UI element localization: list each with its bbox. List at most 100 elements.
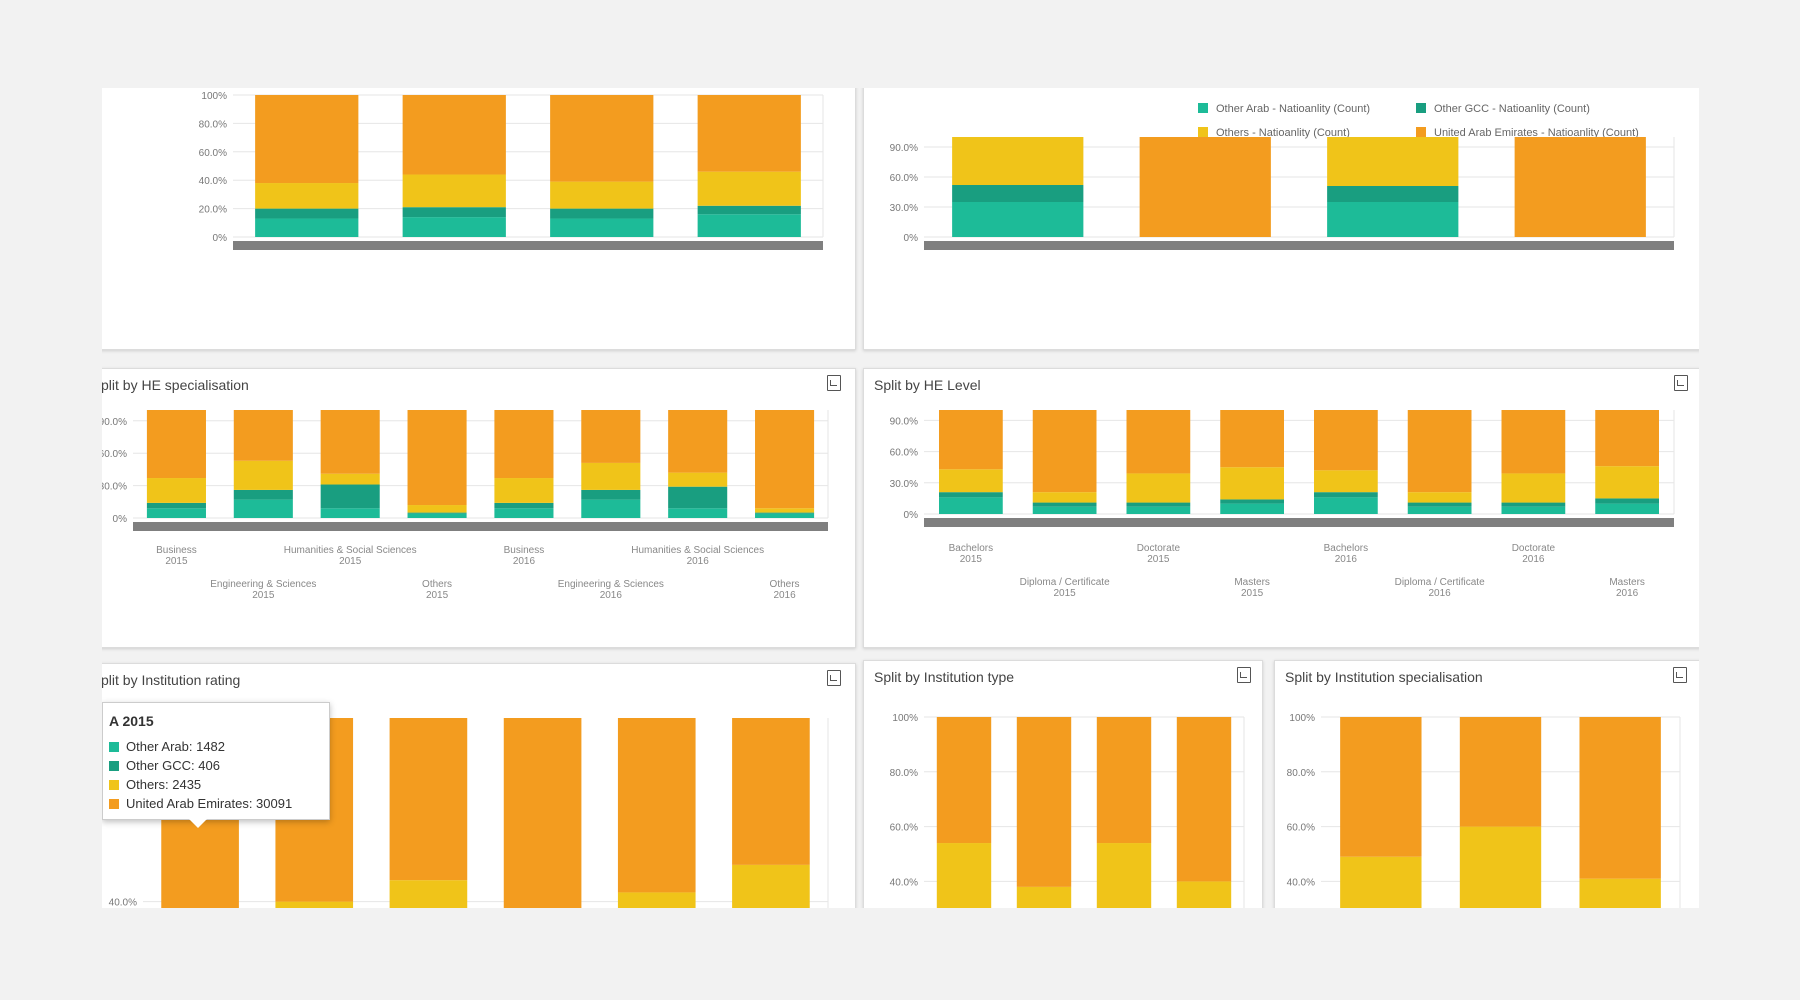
export-icon[interactable] (1673, 667, 1687, 683)
bar-segment[interactable] (1126, 502, 1191, 507)
bar-segment[interactable] (146, 410, 206, 479)
bar-segment[interactable] (1139, 137, 1271, 237)
bar-segment[interactable] (1407, 502, 1472, 507)
bar-segment[interactable] (1595, 498, 1659, 504)
bar-segment[interactable] (320, 473, 380, 485)
bar-segment[interactable] (1327, 186, 1459, 202)
bar-segment[interactable] (1340, 717, 1422, 857)
bar-segment[interactable] (320, 508, 380, 518)
bar-segment[interactable] (1032, 506, 1097, 514)
bar-segment[interactable] (617, 892, 696, 908)
bar-segment[interactable] (1340, 856, 1422, 908)
bar-segment[interactable] (320, 484, 380, 509)
bar-segment[interactable] (755, 513, 815, 518)
bar-segment[interactable] (550, 208, 654, 219)
bar-segment[interactable] (668, 508, 728, 518)
bar-segment[interactable] (320, 410, 380, 474)
bar-segment[interactable] (732, 864, 810, 908)
bar-segment[interactable] (146, 478, 206, 503)
bar-segment[interactable] (1314, 470, 1378, 493)
bar-segment[interactable] (389, 718, 468, 881)
bar-segment[interactable] (1126, 410, 1191, 474)
bar-segment[interactable] (668, 486, 728, 509)
bar-segment[interactable] (1514, 137, 1646, 237)
bar-segment[interactable] (1220, 467, 1284, 500)
bar-segment[interactable] (402, 207, 506, 218)
bar-segment[interactable] (936, 717, 992, 844)
bar-segment[interactable] (146, 502, 206, 509)
bar-segment[interactable] (402, 217, 506, 237)
bar-segment[interactable] (1126, 473, 1191, 503)
bar-segment[interactable] (732, 718, 810, 865)
bar-segment[interactable] (550, 95, 654, 182)
bar-segment[interactable] (755, 512, 815, 514)
bar-segment[interactable] (939, 497, 1003, 514)
bar-segment[interactable] (1314, 497, 1378, 514)
export-icon[interactable] (1237, 667, 1251, 683)
bar-segment[interactable] (1501, 506, 1566, 514)
bar-segment[interactable] (494, 478, 554, 503)
bar-segment[interactable] (494, 502, 554, 509)
bar-segment[interactable] (697, 214, 801, 237)
bar-segment[interactable] (1220, 410, 1284, 468)
bar-segment[interactable] (952, 137, 1084, 185)
bar-segment[interactable] (1096, 717, 1152, 844)
legend-item-others[interactable]: Others - Natioanlity (Count) (1198, 127, 1350, 139)
bar-segment[interactable] (402, 95, 506, 175)
bar-segment[interactable] (668, 410, 728, 473)
bar-segment[interactable] (1314, 492, 1378, 498)
bar-segment[interactable] (1407, 410, 1472, 493)
bar-segment[interactable] (1176, 717, 1232, 882)
bar-segment[interactable] (255, 218, 359, 237)
bar-segment[interactable] (1032, 502, 1097, 507)
bar-segment[interactable] (1407, 492, 1472, 503)
bar-segment[interactable] (503, 718, 582, 908)
bar-segment[interactable] (1016, 886, 1072, 908)
bar-segment[interactable] (1032, 410, 1097, 493)
bar-segment[interactable] (1595, 503, 1659, 514)
bar-segment[interactable] (233, 460, 293, 490)
bar-segment[interactable] (697, 171, 801, 206)
bar-segment[interactable] (407, 410, 467, 506)
bar-segment[interactable] (1501, 502, 1566, 507)
chart-scrollbar[interactable] (924, 241, 1674, 250)
bar-segment[interactable] (1096, 843, 1152, 908)
bar-segment[interactable] (581, 410, 641, 463)
bar-segment[interactable] (581, 489, 641, 500)
bar-segment[interactable] (697, 95, 801, 172)
bar-segment[interactable] (1032, 492, 1097, 503)
bar-segment[interactable] (1501, 410, 1566, 474)
bar-segment[interactable] (581, 462, 641, 490)
bar-segment[interactable] (1327, 137, 1459, 186)
bar-segment[interactable] (407, 513, 467, 518)
bar-segment[interactable] (1016, 717, 1072, 887)
bar-segment[interactable] (755, 508, 815, 513)
bar-segment[interactable] (402, 174, 506, 208)
legend-item-other-gcc[interactable]: Other GCC - Natioanlity (Count) (1416, 103, 1590, 115)
bar-segment[interactable] (275, 901, 354, 908)
export-icon[interactable] (827, 375, 841, 391)
bar-segment[interactable] (550, 218, 654, 237)
bar-segment[interactable] (494, 410, 554, 479)
legend-item-other-arab[interactable]: Other Arab - Natioanlity (Count) (1198, 103, 1370, 115)
bar-segment[interactable] (255, 208, 359, 219)
bar-segment[interactable] (146, 508, 206, 518)
export-icon[interactable] (827, 670, 841, 686)
bar-segment[interactable] (581, 499, 641, 518)
export-icon[interactable] (1674, 375, 1688, 391)
bar-segment[interactable] (389, 880, 468, 908)
bar-segment[interactable] (494, 508, 554, 518)
bar-segment[interactable] (233, 489, 293, 500)
bar-segment[interactable] (407, 505, 467, 513)
bar-segment[interactable] (407, 512, 467, 514)
bar-segment[interactable] (1579, 878, 1661, 908)
bar-segment[interactable] (697, 205, 801, 215)
bar-segment[interactable] (755, 410, 815, 509)
bar-segment[interactable] (1595, 410, 1659, 467)
bar-segment[interactable] (1407, 506, 1472, 514)
bar-segment[interactable] (939, 410, 1003, 470)
bar-segment[interactable] (939, 492, 1003, 498)
bar-segment[interactable] (1314, 410, 1378, 471)
bar-segment[interactable] (939, 469, 1003, 493)
bar-segment[interactable] (668, 472, 728, 487)
